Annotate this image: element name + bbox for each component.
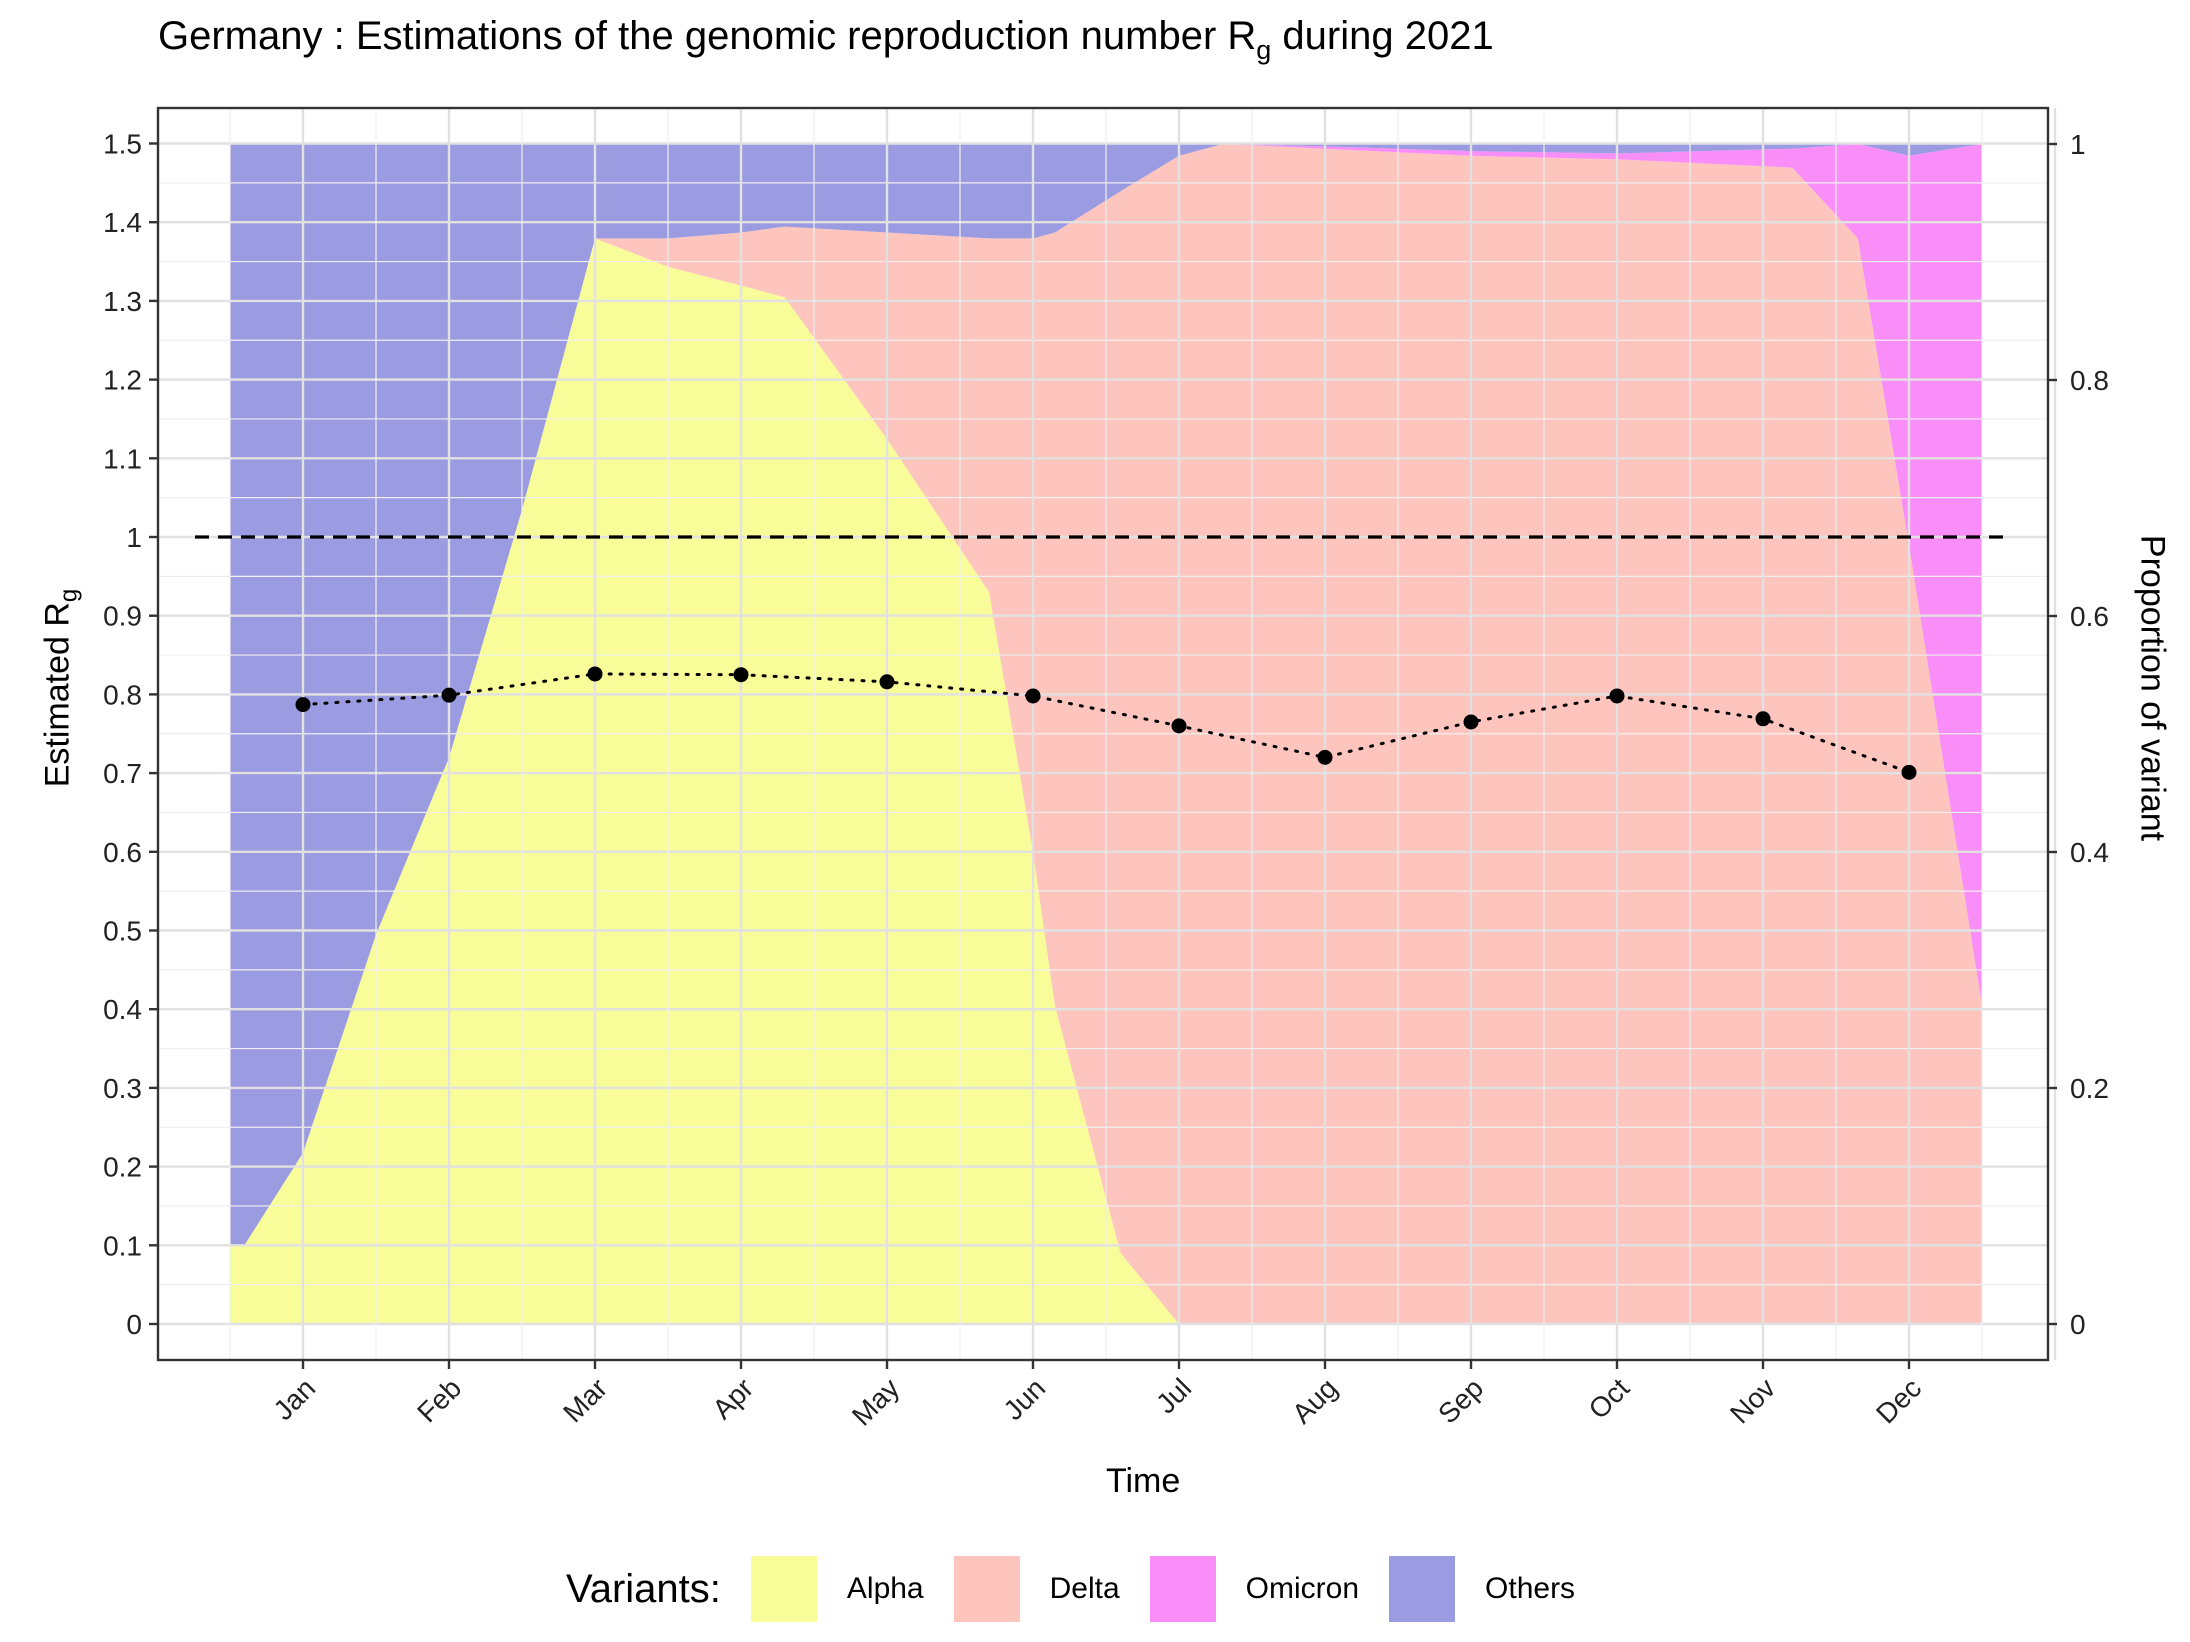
legend-item-others: Others [1389,1556,1575,1622]
y-tick-label: 0.2 [103,1152,142,1183]
legend-swatch-delta [953,1556,1020,1622]
x-tick-label: Apr [707,1372,760,1425]
legend-title: Variants: [566,1566,721,1611]
y2-tick-label: 1 [2070,129,2086,160]
y-tick-label: 1.5 [103,129,142,160]
legend-label-delta: Delta [1049,1572,1120,1605]
x-tick-label: Jan [267,1372,321,1426]
y-tick-label: 1.3 [103,286,142,317]
legend-item-omicron: Omicron [1149,1556,1360,1622]
x-tick-label: Oct [1583,1372,1636,1425]
x-tick-label: Mar [557,1372,613,1428]
rg-point [1755,711,1771,727]
legend-item-delta: Delta [953,1556,1120,1622]
x-tick-label: Nov [1724,1372,1781,1429]
y-tick-label: 1.2 [103,365,142,396]
rg-line [301,672,1911,774]
legend-swatch-others [1389,1556,1456,1622]
rg-point [1901,764,1917,780]
rg-point [441,687,457,703]
x-tick-label: Jul [1150,1372,1197,1419]
legend-swatch-omicron [1149,1556,1216,1622]
x-tick-label: May [846,1372,905,1431]
chart-title-main: Germany : Estimations of the genomic rep… [158,14,1257,58]
rg-point [1609,688,1625,704]
legend-swatch-alpha [750,1556,817,1622]
x-axis-label: Time [1106,1462,1181,1500]
rg-point [295,697,311,713]
y-tick-label: 0.7 [103,758,142,789]
x-tick-label: Dec [1870,1372,1927,1429]
y-axis-label-main: Estimated R [38,602,77,788]
y2-tick-label: 0 [2070,1309,2086,1340]
y-tick-label: 0.8 [103,679,142,710]
y-tick-label: 0.4 [103,994,142,1025]
rg-point [733,667,749,683]
y-tick-label: 0.3 [103,1073,142,1104]
plot-border [156,106,2050,1362]
x-tick-label: Jun [997,1372,1051,1426]
chart-title-tail: during 2021 [1271,14,1494,58]
secondary-y-axis-label: Proportion of variant [2133,534,2172,842]
y-tick-label: 1.4 [103,207,142,238]
y2-tick-label: 0.8 [2070,365,2109,396]
x-tick-label: Aug [1286,1372,1343,1429]
y-tick-label: 1.1 [103,443,142,474]
y-axis-label: Estimated Rg [38,589,83,788]
area-others [230,144,1982,1245]
y2-tick-label: 0.6 [2070,601,2109,632]
y2-tick-label: 0.2 [2070,1073,2109,1104]
legend-label-alpha: Alpha [846,1572,924,1605]
legend-label-omicron: Omicron [1245,1572,1360,1605]
rg-point [587,666,603,682]
y-tick-label: 0.6 [103,837,142,868]
y-tick-label: 0.5 [103,916,142,947]
y2-tick-label: 0.4 [2070,837,2109,868]
x-tick-label: Sep [1432,1372,1489,1429]
rg-point [879,674,895,690]
rg-point [1171,718,1187,734]
chart-title-subscript: g [1256,35,1272,65]
rg-point [1317,749,1333,765]
y-tick-label: 0 [126,1309,142,1340]
y-tick-label: 0.1 [103,1230,142,1261]
y-tick-label: 0.9 [103,601,142,632]
legend-item-alpha: Alpha [750,1556,924,1622]
chart-title: Germany : Estimations of the genomic rep… [158,14,1494,65]
rg-point [1025,688,1041,704]
rg-point [1463,714,1479,730]
y-axis-label-subscript: g [55,588,83,603]
legend-label-others: Others [1485,1572,1576,1605]
legend: Variants: Alpha Delta Omicron Others [566,1556,1605,1622]
x-tick-label: Feb [411,1372,467,1428]
y-tick-label: 1 [126,522,142,553]
